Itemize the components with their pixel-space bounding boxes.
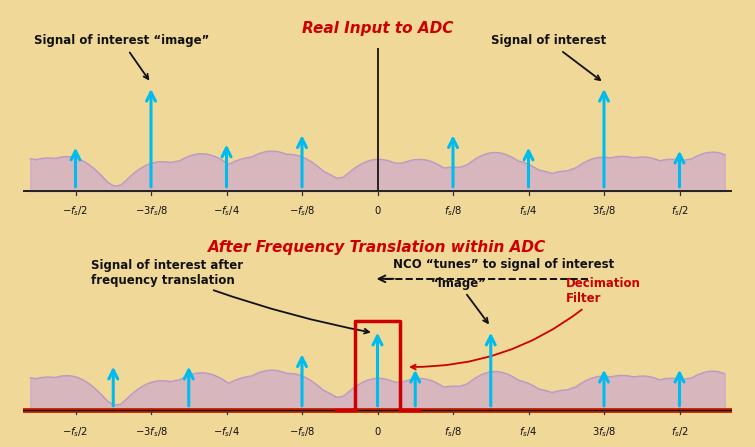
Text: “image”: “image”	[430, 277, 488, 323]
Text: $f_s/2$: $f_s/2$	[670, 425, 689, 439]
Text: $-f_s/8$: $-f_s/8$	[289, 425, 315, 439]
Text: Real Input to ADC: Real Input to ADC	[302, 21, 453, 36]
Text: NCO “tunes” to signal of interest: NCO “tunes” to signal of interest	[393, 258, 615, 271]
Text: $0$: $0$	[374, 204, 381, 216]
Text: $f_s/4$: $f_s/4$	[519, 204, 538, 218]
Text: $f_s/2$: $f_s/2$	[670, 204, 689, 218]
Text: $-3f_s/8$: $-3f_s/8$	[134, 204, 168, 218]
Text: $0$: $0$	[374, 425, 381, 437]
Text: $-3f_s/8$: $-3f_s/8$	[134, 425, 168, 439]
Text: Signal of interest: Signal of interest	[491, 34, 606, 80]
Text: $f_s/8$: $f_s/8$	[444, 204, 462, 218]
Text: $-f_s/8$: $-f_s/8$	[289, 204, 315, 218]
Text: $-f_s/4$: $-f_s/4$	[213, 204, 240, 218]
Text: Decimation
Filter: Decimation Filter	[411, 277, 641, 369]
Text: $f_s/8$: $f_s/8$	[444, 425, 462, 439]
Text: $3f_s/8$: $3f_s/8$	[592, 204, 616, 218]
Text: $-f_s/4$: $-f_s/4$	[213, 425, 240, 439]
Text: $3f_s/8$: $3f_s/8$	[592, 425, 616, 439]
Text: Signal of interest “image”: Signal of interest “image”	[34, 34, 209, 79]
Text: $-f_s/2$: $-f_s/2$	[63, 204, 88, 218]
Text: $f_s/4$: $f_s/4$	[519, 425, 538, 439]
Text: $-f_s/2$: $-f_s/2$	[63, 425, 88, 439]
Text: Signal of interest after
frequency translation: Signal of interest after frequency trans…	[91, 258, 369, 333]
Text: After Frequency Translation within ADC: After Frequency Translation within ADC	[208, 240, 547, 255]
